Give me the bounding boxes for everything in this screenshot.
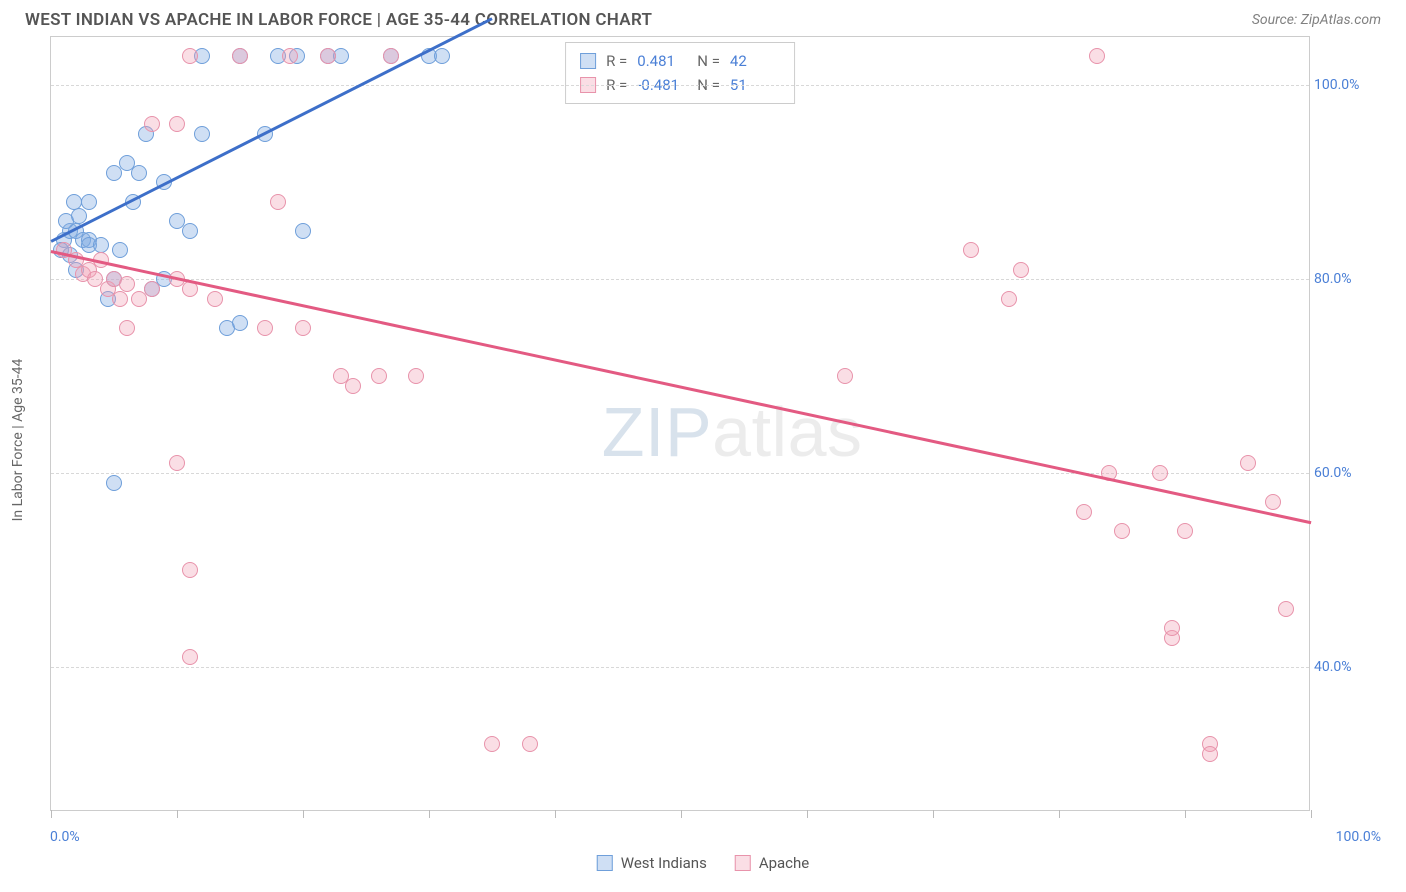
legend-label-west-indians: West Indians: [621, 854, 707, 872]
plot-region: ZIPatlas R = 0.481 N = 42 R = -0.481 N =…: [50, 36, 1310, 811]
legend-swatch-apache: [735, 855, 751, 871]
data-point: [182, 562, 198, 578]
data-point: [144, 116, 160, 132]
data-point: [81, 194, 97, 210]
legend-swatch-west-indians: [597, 855, 613, 871]
data-point: [963, 242, 979, 258]
x-tick: [1185, 810, 1186, 818]
data-point: [182, 223, 198, 239]
data-point: [1152, 465, 1168, 481]
data-point: [383, 48, 399, 64]
chart-area: ZIPatlas R = 0.481 N = 42 R = -0.481 N =…: [50, 36, 1381, 811]
y-tick-label: 80.0%: [1314, 271, 1369, 287]
watermark: ZIPatlas: [602, 392, 863, 472]
bottom-legend: West Indians Apache: [597, 854, 810, 872]
chart-header: WEST INDIAN VS APACHE IN LABOR FORCE | A…: [0, 0, 1406, 36]
swatch-west-indians: [580, 53, 596, 69]
stat-r-label-1: R =: [606, 49, 627, 73]
x-tick: [303, 810, 304, 818]
x-tick: [1311, 810, 1312, 818]
y-axis-label: In Labor Force | Age 35-44: [10, 359, 26, 522]
data-point: [484, 736, 500, 752]
data-point: [1240, 455, 1256, 471]
data-point: [1076, 504, 1092, 520]
gridline: [51, 85, 1309, 86]
data-point: [182, 48, 198, 64]
x-tick: [1059, 810, 1060, 818]
data-point: [837, 368, 853, 384]
data-point: [282, 48, 298, 64]
data-point: [194, 126, 210, 142]
x-tick: [807, 810, 808, 818]
legend-label-apache: Apache: [759, 854, 809, 872]
source-label: Source: ZipAtlas.com: [1252, 12, 1381, 28]
data-point: [1177, 523, 1193, 539]
x-tick: [933, 810, 934, 818]
data-point: [119, 276, 135, 292]
x-tick: [681, 810, 682, 818]
stats-row-1: R = 0.481 N = 42: [580, 49, 780, 73]
data-point: [371, 368, 387, 384]
data-point: [1278, 601, 1294, 617]
data-point: [295, 320, 311, 336]
stats-legend-box: R = 0.481 N = 42 R = -0.481 N = 51: [565, 42, 795, 104]
legend-item-west-indians: West Indians: [597, 854, 707, 872]
data-point: [320, 48, 336, 64]
data-point: [119, 320, 135, 336]
gridline: [51, 279, 1309, 280]
stat-n-label-1: N =: [697, 49, 720, 73]
data-point: [1202, 746, 1218, 762]
x-axis-max-label: 100.0%: [1336, 829, 1381, 845]
watermark-atlas: atlas: [712, 393, 862, 471]
data-point: [106, 475, 122, 491]
y-tick-label: 60.0%: [1314, 465, 1369, 481]
trend-line: [51, 250, 1312, 524]
x-axis-min-label: 0.0%: [50, 829, 80, 845]
data-point: [207, 291, 223, 307]
x-tick: [555, 810, 556, 818]
x-tick: [51, 810, 52, 818]
data-point: [182, 649, 198, 665]
legend-item-apache: Apache: [735, 854, 809, 872]
stat-n-value-1: 42: [730, 49, 780, 73]
data-point: [144, 281, 160, 297]
x-tick: [177, 810, 178, 818]
data-point: [112, 291, 128, 307]
gridline: [51, 667, 1309, 668]
data-point: [232, 315, 248, 331]
data-point: [66, 194, 82, 210]
data-point: [295, 223, 311, 239]
data-point: [345, 378, 361, 394]
data-point: [169, 116, 185, 132]
data-point: [1114, 523, 1130, 539]
data-point: [257, 320, 273, 336]
y-tick-label: 100.0%: [1314, 77, 1369, 93]
chart-title: WEST INDIAN VS APACHE IN LABOR FORCE | A…: [25, 10, 652, 30]
y-tick-label: 40.0%: [1314, 659, 1369, 675]
data-point: [112, 242, 128, 258]
data-point: [408, 368, 424, 384]
data-point: [1089, 48, 1105, 64]
data-point: [1001, 291, 1017, 307]
x-tick: [429, 810, 430, 818]
data-point: [232, 48, 248, 64]
data-point: [522, 736, 538, 752]
gridline: [51, 473, 1309, 474]
data-point: [1164, 620, 1180, 636]
data-point: [131, 165, 147, 181]
data-point: [1013, 262, 1029, 278]
data-point: [169, 455, 185, 471]
data-point: [1265, 494, 1281, 510]
watermark-zip: ZIP: [602, 393, 712, 471]
data-point: [434, 48, 450, 64]
stat-r-value-1: 0.481: [637, 49, 687, 73]
data-point: [270, 194, 286, 210]
